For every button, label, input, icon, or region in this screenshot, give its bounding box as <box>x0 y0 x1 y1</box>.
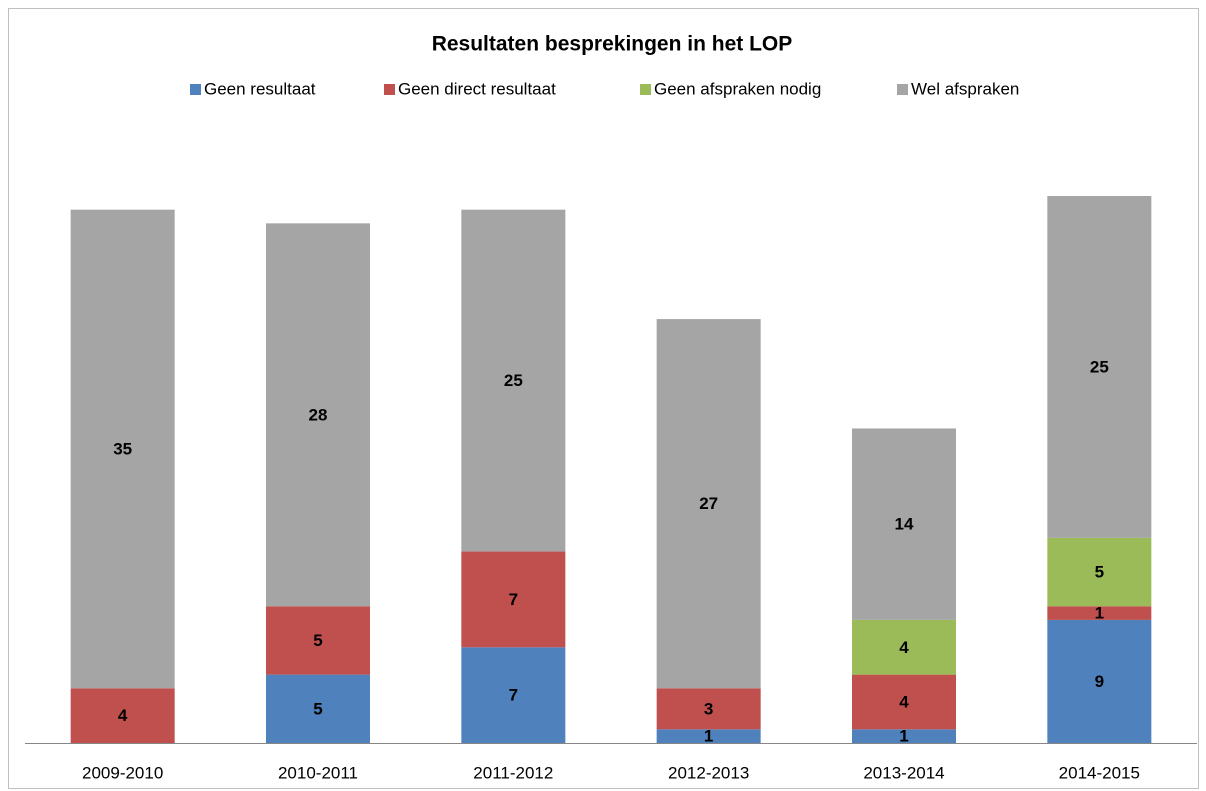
legend-swatch <box>384 84 395 95</box>
bar-segment <box>656 729 761 743</box>
chart-border <box>8 8 1199 789</box>
value-label: 5 <box>313 631 322 650</box>
bar-segment <box>266 606 370 675</box>
value-label: 4 <box>118 706 128 725</box>
legend-label: Geen afspraken nodig <box>654 79 821 98</box>
value-label: 1 <box>704 727 713 746</box>
bar-segment <box>852 729 956 743</box>
x-tick-label: 2011-2012 <box>473 763 553 782</box>
bar-segment <box>266 223 370 607</box>
bar-segment <box>852 428 956 620</box>
bar-segment <box>852 674 956 730</box>
legend-swatch <box>190 84 201 95</box>
value-label: 3 <box>704 699 713 718</box>
value-label: 5 <box>1095 563 1104 582</box>
x-tick-label: 2014-2015 <box>1059 763 1140 782</box>
x-tick-label: 2010-2011 <box>278 763 358 782</box>
chart-title: Resultaten besprekingen in het LOP <box>432 33 793 56</box>
bar-segment <box>461 551 566 648</box>
x-tick-label: 2012-2013 <box>668 763 749 782</box>
bar-segment <box>656 319 761 689</box>
value-label: 35 <box>113 439 132 458</box>
bar-segment <box>1047 537 1152 607</box>
legend-swatch <box>640 84 651 95</box>
value-label: 5 <box>313 699 322 718</box>
bar-segment <box>70 209 175 689</box>
bar-segment <box>656 688 761 730</box>
value-label: 7 <box>509 686 518 705</box>
bar-segment <box>461 209 566 552</box>
value-label: 14 <box>895 515 914 534</box>
legend-label: Geen direct resultaat <box>398 79 556 98</box>
value-label: 25 <box>1090 357 1109 376</box>
bar-segment <box>1047 606 1152 620</box>
value-label: 9 <box>1095 672 1104 691</box>
legend-label: Wel afspraken <box>911 79 1019 98</box>
legend-label: Geen resultaat <box>204 79 316 98</box>
value-label: 4 <box>899 638 909 657</box>
value-label: 7 <box>509 590 518 609</box>
bar-segment <box>266 674 370 743</box>
legend-swatch <box>897 84 908 95</box>
bar-segment <box>852 619 956 675</box>
bar-segment <box>70 688 175 743</box>
bar-segment <box>1047 619 1152 743</box>
value-label: 4 <box>899 692 909 711</box>
value-label: 1 <box>899 727 908 746</box>
x-tick-label: 2013-2014 <box>863 763 944 782</box>
value-label: 28 <box>309 405 328 424</box>
value-label: 27 <box>699 494 718 513</box>
bar-segment <box>461 647 566 743</box>
bar-segment <box>1047 196 1152 538</box>
value-label: 25 <box>504 371 523 390</box>
x-tick-label: 2009-2010 <box>82 763 163 782</box>
value-label: 1 <box>1095 604 1104 623</box>
